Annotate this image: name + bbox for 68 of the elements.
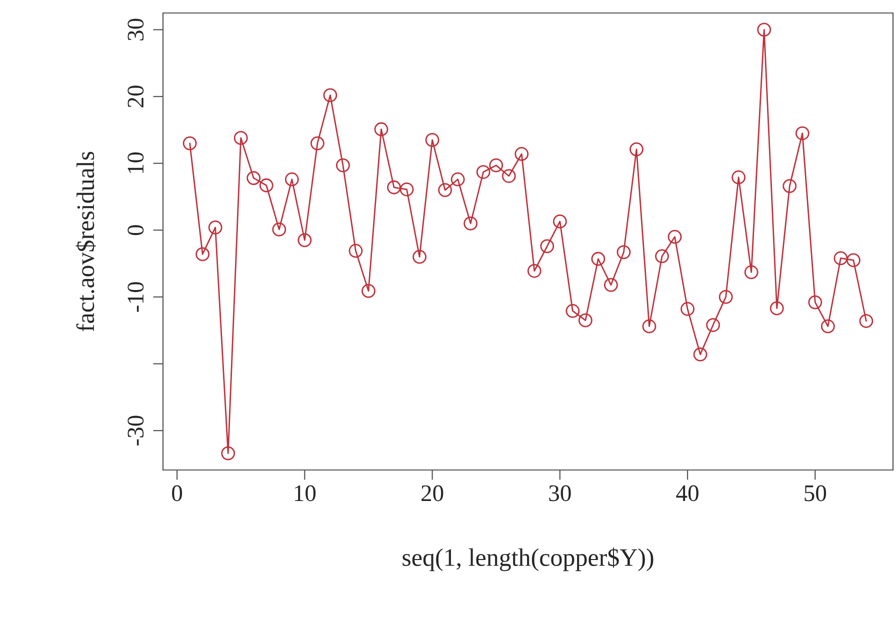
point [259,178,274,192]
point [616,245,631,260]
y-tick-label: 0 [128,225,144,236]
point [348,244,363,258]
point [298,233,312,248]
point [732,170,746,184]
point [770,301,784,316]
point [706,318,720,332]
point [489,158,504,172]
point [450,172,465,186]
point [552,214,567,228]
point [182,136,197,150]
point [820,319,835,334]
x-tick-label: 50 [804,485,826,502]
point [425,133,440,147]
point [234,130,248,145]
point [476,165,490,179]
point [374,122,388,136]
point [514,147,529,161]
point [859,314,874,328]
x-tick-label: 30 [549,485,571,502]
point [630,142,644,156]
point [412,250,426,264]
x-tick-label: 10 [294,485,316,502]
point [591,252,606,266]
point [362,284,376,298]
point [196,247,210,262]
point [642,319,656,334]
point [808,295,822,310]
point [284,172,299,186]
point [718,290,733,304]
point [387,180,401,194]
point [655,249,669,264]
point [846,253,860,268]
point [502,169,516,183]
point [221,446,236,460]
y-tick-label: 20 [128,86,144,108]
point [604,278,618,292]
y-tick-label: 10 [128,152,144,174]
point [668,230,682,244]
point [336,158,350,172]
point [680,302,694,316]
x-tick-label: 0 [172,485,182,502]
point [795,126,810,140]
point [566,304,580,318]
point [310,136,324,150]
y-tick-label: -30 [128,416,144,446]
x-tick-label: 40 [676,485,698,502]
point [246,171,261,185]
point [527,264,542,278]
point [757,22,772,37]
y-axis-title: fact.aov$residuals [76,152,96,332]
point [438,183,452,197]
x-axis-title: seq(1, length(copper$Y)) [402,548,654,572]
y-tick-label: 30 [128,18,144,40]
point [464,216,478,230]
point [323,88,338,102]
point [744,265,758,280]
point [400,182,414,196]
x-tick-label: 20 [422,485,444,502]
point [272,222,286,236]
point [834,251,848,266]
point [782,179,797,193]
point [540,239,554,254]
y-tick-label: -10 [128,282,144,312]
point [578,313,592,328]
point [208,220,222,234]
point [693,347,708,362]
